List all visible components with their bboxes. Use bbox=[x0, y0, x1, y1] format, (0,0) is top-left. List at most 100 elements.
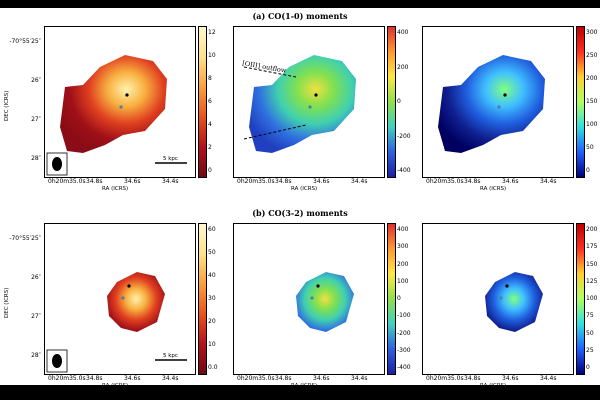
colorbar-tick: 125 bbox=[586, 277, 598, 285]
y-axis-label: DEC (ICRS) bbox=[4, 287, 10, 318]
x-axis-label: RA (ICRS) bbox=[480, 383, 507, 389]
panel-1-moment1 bbox=[233, 223, 385, 375]
emission-map bbox=[107, 272, 165, 332]
colorbar-tick: 12 bbox=[208, 29, 216, 36]
secondary-marker bbox=[499, 296, 503, 300]
x-tick-label: 0h20m35.0s bbox=[48, 178, 86, 185]
colorbar-tick: 10 bbox=[208, 341, 216, 348]
colorbar-tick: -400 bbox=[397, 364, 411, 371]
colorbar-tick: -200 bbox=[397, 329, 411, 337]
y-axis-label: DEC (ICRS) bbox=[4, 90, 10, 121]
colorbar-0-moment2 bbox=[576, 26, 585, 178]
x-tick-label: 0h20m35.0s bbox=[237, 375, 275, 382]
x-tick-label: 34.6s bbox=[313, 178, 330, 185]
colorbar-tick: -200 bbox=[397, 132, 411, 140]
colorbar-tick: 200 bbox=[397, 63, 409, 71]
colorbar-tick: 25 bbox=[586, 346, 594, 354]
x-tick-label: 34.4s bbox=[351, 178, 368, 185]
colorbar-tick: 0 bbox=[586, 167, 590, 174]
x-tick-label: 34.8s bbox=[464, 178, 481, 185]
y-tick-label: 26″ bbox=[31, 274, 41, 281]
nucleus-marker bbox=[505, 284, 509, 288]
panel-0-moment2 bbox=[422, 26, 574, 178]
colorbar-tick: 50 bbox=[586, 144, 594, 151]
colorbar-tick: 20 bbox=[208, 318, 216, 325]
x-tick-label: 0h20m35.0s bbox=[426, 178, 464, 185]
colorbar-tick: 30 bbox=[208, 295, 216, 302]
colorbar-tick: 0 bbox=[208, 167, 212, 174]
colorbar-tick: 400 bbox=[397, 29, 409, 36]
secondary-marker bbox=[308, 105, 312, 109]
map-0-moment0: 5 kpc bbox=[46, 55, 187, 176]
map-0-moment1: [OIII] outflow bbox=[242, 55, 356, 153]
x-tick-label: 0h20m35.0s bbox=[237, 178, 275, 185]
colorbar-tick: 60 bbox=[208, 226, 216, 233]
beam-ellipse bbox=[52, 354, 62, 368]
colorbar-tick: 2 bbox=[208, 144, 212, 151]
colorbar-1-moment2 bbox=[576, 223, 585, 375]
colorbar-tick: 200 bbox=[586, 75, 598, 82]
colorbar-tick: 75 bbox=[586, 312, 594, 320]
nucleus-marker bbox=[127, 284, 131, 288]
colorbar-tick: 150 bbox=[586, 98, 598, 105]
x-axis-label: RA (ICRS) bbox=[102, 186, 129, 192]
row-title-a: (a) CO(1-0) moments bbox=[252, 11, 348, 21]
top-black-bar bbox=[0, 0, 600, 8]
secondary-marker bbox=[121, 296, 125, 300]
panel-1-moment2 bbox=[422, 223, 574, 375]
x-tick-label: 34.4s bbox=[162, 178, 179, 185]
y-tick-label: 26″ bbox=[31, 77, 41, 84]
y-tick-label: -70°55′25″ bbox=[9, 235, 41, 242]
map-1-moment0: 5 kpc bbox=[46, 272, 187, 373]
outflow-annotation: [OIII] outflow bbox=[242, 59, 288, 75]
beam-ellipse bbox=[52, 157, 62, 171]
colorbar-tick: 300 bbox=[586, 29, 598, 36]
colorbar-tick: 300 bbox=[397, 243, 409, 251]
colorbar-tick: 175 bbox=[586, 243, 598, 251]
colorbar-tick: -300 bbox=[397, 346, 411, 354]
row-title-b: (b) CO(3-2) moments bbox=[252, 208, 348, 218]
bottom-black-bar bbox=[0, 385, 600, 400]
colorbar-tick: 0 bbox=[397, 295, 401, 302]
y-tick-label: -70°55′25″ bbox=[9, 38, 41, 45]
x-tick-label: 34.6s bbox=[502, 375, 519, 382]
x-tick-label: 34.8s bbox=[275, 178, 292, 185]
colorbar-tick: 40 bbox=[208, 272, 216, 279]
colorbar-tick: 4 bbox=[208, 121, 212, 128]
colorbar-tick: 0 bbox=[397, 98, 401, 105]
y-tick-label: 27″ bbox=[31, 313, 41, 320]
map-1-moment1 bbox=[296, 272, 354, 332]
y-tick-label: 27″ bbox=[31, 116, 41, 123]
x-axis-label: RA (ICRS) bbox=[480, 186, 507, 192]
x-tick-label: 34.8s bbox=[275, 375, 292, 382]
colorbar-tick: 0.0 bbox=[208, 364, 218, 371]
panel-0-moment0: 5 kpc bbox=[44, 26, 196, 178]
colorbar-tick: -100 bbox=[397, 312, 411, 320]
colorbar-tick: 8 bbox=[208, 75, 212, 82]
colorbar-tick: 400 bbox=[397, 226, 409, 233]
nucleus-marker bbox=[503, 93, 507, 97]
colorbar-tick: 50 bbox=[208, 249, 216, 256]
colorbar-tick: -400 bbox=[397, 167, 411, 174]
nucleus-marker bbox=[316, 284, 320, 288]
colorbar-tick: 100 bbox=[586, 295, 598, 302]
scale-bar-label: 5 kpc bbox=[163, 353, 178, 359]
colorbar-tick: 200 bbox=[397, 260, 409, 268]
colorbar-tick: 6 bbox=[208, 98, 212, 105]
x-tick-label: 34.6s bbox=[124, 178, 141, 185]
scale-bar-label: 5 kpc bbox=[163, 156, 178, 162]
x-tick-label: 34.8s bbox=[86, 375, 103, 382]
colorbar-tick: 200 bbox=[586, 226, 598, 233]
secondary-marker bbox=[119, 105, 123, 109]
secondary-marker bbox=[497, 105, 501, 109]
x-axis-label: RA (ICRS) bbox=[291, 186, 318, 192]
map-0-moment2 bbox=[438, 55, 545, 153]
y-tick-label: 28″ bbox=[31, 155, 41, 162]
nucleus-marker bbox=[314, 93, 318, 97]
colorbar-tick: 50 bbox=[586, 329, 594, 337]
y-tick-label: 28″ bbox=[31, 352, 41, 359]
map-1-moment2 bbox=[485, 272, 543, 332]
emission-map bbox=[438, 55, 545, 153]
secondary-marker bbox=[310, 296, 314, 300]
x-tick-label: 34.6s bbox=[124, 375, 141, 382]
